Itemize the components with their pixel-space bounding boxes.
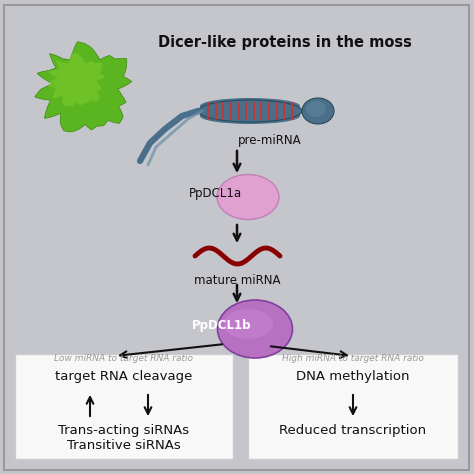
Text: Transitive siRNAs: Transitive siRNAs [67,439,181,452]
Polygon shape [47,53,105,107]
Ellipse shape [306,101,326,117]
Text: Low miRNA to target RNA ratio: Low miRNA to target RNA ratio [55,354,193,363]
Ellipse shape [302,98,334,124]
Ellipse shape [198,100,302,122]
Ellipse shape [217,174,279,219]
Text: Dicer-like proteins in the moss: Dicer-like proteins in the moss [158,35,412,49]
Text: mature miRNA: mature miRNA [194,274,280,287]
Text: PpDCL1b: PpDCL1b [192,319,252,332]
FancyBboxPatch shape [248,354,458,459]
Ellipse shape [223,309,273,339]
Text: DNA methylation: DNA methylation [296,370,410,383]
Ellipse shape [218,300,292,358]
Text: Reduced transcription: Reduced transcription [280,424,427,437]
FancyBboxPatch shape [15,354,233,459]
Polygon shape [35,42,132,132]
Text: pre-miRNA: pre-miRNA [238,134,302,147]
Text: Trans-acting siRNAs: Trans-acting siRNAs [58,424,190,437]
Text: High miRNA to target RNA ratio: High miRNA to target RNA ratio [282,354,424,363]
Text: PpDCL1a: PpDCL1a [189,186,242,200]
Ellipse shape [200,98,300,114]
Text: target RNA cleavage: target RNA cleavage [55,370,193,383]
Ellipse shape [200,108,300,124]
